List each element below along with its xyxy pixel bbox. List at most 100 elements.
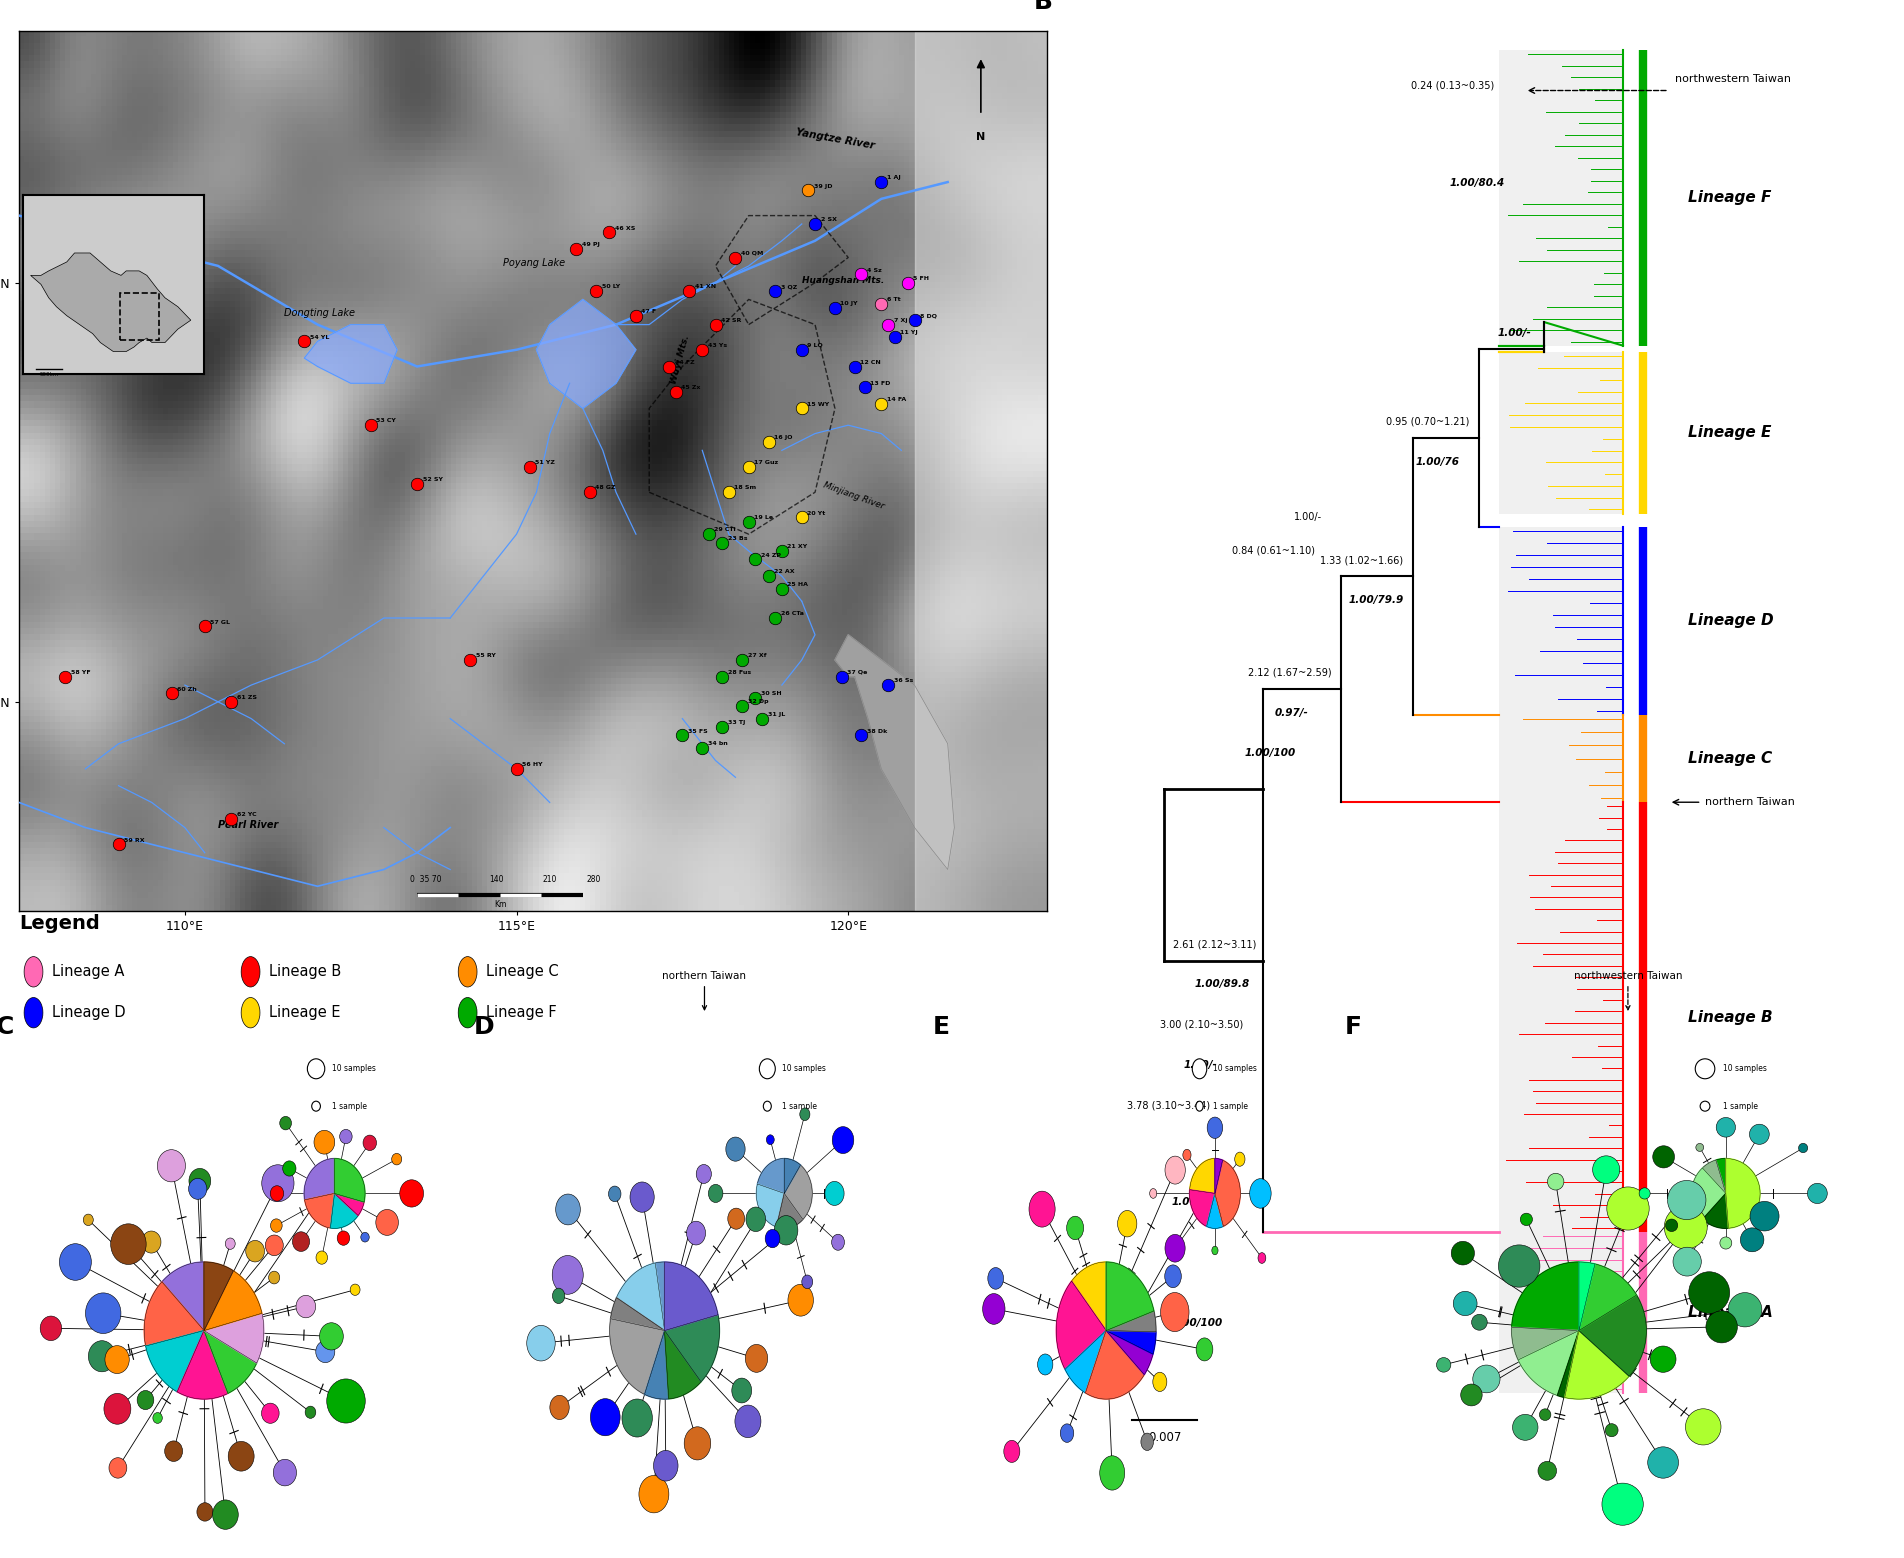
Circle shape xyxy=(552,1288,565,1304)
Text: 43 Ys: 43 Ys xyxy=(708,343,727,347)
Circle shape xyxy=(1807,1184,1828,1203)
Circle shape xyxy=(158,1150,185,1183)
Polygon shape xyxy=(331,1193,358,1228)
Text: 26 CTa: 26 CTa xyxy=(781,611,803,617)
Text: Lineage B: Lineage B xyxy=(268,964,341,980)
Circle shape xyxy=(270,1186,284,1201)
Circle shape xyxy=(1066,1217,1083,1240)
Circle shape xyxy=(760,1059,775,1078)
Circle shape xyxy=(295,1295,316,1318)
Text: Wuyi Mts.: Wuyi Mts. xyxy=(668,335,691,385)
Circle shape xyxy=(802,1274,813,1288)
Polygon shape xyxy=(645,1331,668,1399)
Text: 10 JY: 10 JY xyxy=(840,301,859,305)
Polygon shape xyxy=(162,1262,204,1331)
Circle shape xyxy=(640,1475,668,1513)
Circle shape xyxy=(1211,1246,1219,1254)
Text: Minjiang River: Minjiang River xyxy=(823,480,885,511)
Polygon shape xyxy=(784,1165,813,1220)
Polygon shape xyxy=(617,1264,664,1331)
Circle shape xyxy=(375,1209,398,1235)
Text: 1 sample: 1 sample xyxy=(1723,1102,1759,1111)
Polygon shape xyxy=(1190,1159,1215,1193)
Text: Lineage C: Lineage C xyxy=(1689,751,1773,767)
Circle shape xyxy=(727,1207,744,1229)
Polygon shape xyxy=(204,1262,234,1331)
Circle shape xyxy=(1592,1156,1620,1184)
Text: 7 Xj: 7 Xj xyxy=(893,318,906,323)
Circle shape xyxy=(1165,1156,1186,1184)
Text: Lineage A: Lineage A xyxy=(1689,1306,1773,1320)
Circle shape xyxy=(137,1390,154,1410)
Polygon shape xyxy=(1691,1168,1725,1220)
Polygon shape xyxy=(664,1262,718,1331)
Text: Yangtze River: Yangtze River xyxy=(796,126,876,151)
Text: 5 FH: 5 FH xyxy=(914,276,929,280)
Text: 54 YL: 54 YL xyxy=(310,335,329,340)
Text: 56 HY: 56 HY xyxy=(522,762,543,767)
Circle shape xyxy=(1666,1218,1677,1231)
Text: 1.00/80.4: 1.00/80.4 xyxy=(1449,178,1504,189)
Text: C: C xyxy=(0,1014,15,1039)
Circle shape xyxy=(242,997,261,1028)
Text: 1 sample: 1 sample xyxy=(1213,1102,1249,1111)
Text: 20 Yt: 20 Yt xyxy=(807,511,826,516)
Text: 23 Bs: 23 Bs xyxy=(727,536,746,541)
Circle shape xyxy=(1003,1440,1021,1463)
Text: northwestern Taiwan: northwestern Taiwan xyxy=(1575,971,1681,1010)
Polygon shape xyxy=(1725,1159,1759,1228)
Bar xyxy=(1498,1232,1622,1393)
Circle shape xyxy=(684,1427,710,1460)
Circle shape xyxy=(25,997,44,1028)
Circle shape xyxy=(824,1181,843,1206)
Text: 6 Tt: 6 Tt xyxy=(887,298,901,302)
Circle shape xyxy=(1460,1384,1481,1405)
Circle shape xyxy=(1750,1125,1769,1145)
Circle shape xyxy=(1601,1483,1643,1525)
Circle shape xyxy=(609,1186,621,1201)
Circle shape xyxy=(1234,1151,1245,1167)
Circle shape xyxy=(274,1460,297,1486)
Text: 46 XS: 46 XS xyxy=(615,226,636,231)
Polygon shape xyxy=(1557,1331,1578,1398)
Text: 3 QZ: 3 QZ xyxy=(781,284,798,290)
Text: Lineage C: Lineage C xyxy=(486,964,558,980)
Circle shape xyxy=(1453,1292,1478,1315)
Circle shape xyxy=(1498,1245,1540,1287)
Text: 10 samples: 10 samples xyxy=(1213,1064,1257,1073)
Text: 50 LY: 50 LY xyxy=(602,284,621,290)
Circle shape xyxy=(1740,1228,1763,1251)
Circle shape xyxy=(1605,1424,1618,1436)
Text: 2 SX: 2 SX xyxy=(821,217,836,223)
Circle shape xyxy=(86,1293,122,1334)
Text: 10 samples: 10 samples xyxy=(783,1064,826,1073)
Text: 1.00/-: 1.00/- xyxy=(1182,1059,1217,1070)
Text: 28 Fus: 28 Fus xyxy=(727,670,750,675)
Text: 12 CN: 12 CN xyxy=(861,360,882,365)
Polygon shape xyxy=(30,252,190,352)
Text: 42 SR: 42 SR xyxy=(722,318,741,323)
Circle shape xyxy=(556,1193,581,1225)
Circle shape xyxy=(1750,1201,1778,1231)
Text: E: E xyxy=(933,1014,950,1039)
Circle shape xyxy=(213,1500,238,1530)
Text: 32 Dp: 32 Dp xyxy=(748,700,767,704)
Polygon shape xyxy=(1072,1262,1106,1331)
Polygon shape xyxy=(1512,1327,1578,1360)
Bar xyxy=(1498,715,1622,802)
Text: 36 Ss: 36 Ss xyxy=(893,678,912,684)
Text: 10 samples: 10 samples xyxy=(1723,1064,1767,1073)
Circle shape xyxy=(767,1134,775,1145)
Circle shape xyxy=(268,1271,280,1284)
Circle shape xyxy=(350,1284,360,1295)
Text: 60 Zh: 60 Zh xyxy=(177,687,196,692)
Text: 39 JD: 39 JD xyxy=(813,184,832,189)
Text: 55 RY: 55 RY xyxy=(476,653,495,657)
Text: 31 JL: 31 JL xyxy=(767,712,784,717)
Text: 0.007: 0.007 xyxy=(1148,1430,1180,1444)
Polygon shape xyxy=(1215,1159,1222,1193)
Circle shape xyxy=(590,1399,621,1436)
Polygon shape xyxy=(1578,1262,1596,1331)
Circle shape xyxy=(40,1317,61,1340)
Circle shape xyxy=(280,1117,291,1130)
